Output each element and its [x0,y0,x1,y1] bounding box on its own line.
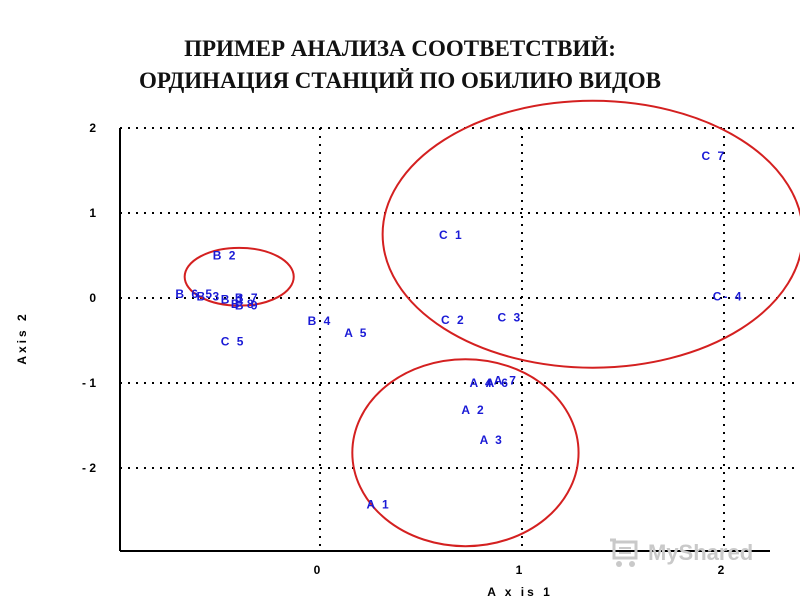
y-tick-label-3: - 1 [82,376,96,390]
y-tick-label-4: - 2 [82,461,96,475]
point-label-c-3: C 3 [498,311,523,325]
point-label-b-3: B 3 [197,289,222,303]
point-label-b-7: B 7 [235,291,260,305]
point-label-b-8: B 8 [231,297,256,311]
y-tick-label-2: 0 [89,291,96,305]
y-tick-label-1: 1 [89,206,96,220]
group-ellipse-2 [381,99,800,369]
point-label-c-2: C 2 [441,313,466,327]
watermark-logo: MyShared [608,536,768,570]
point-label-a-4: A 4 [469,376,493,390]
point-label-c-7: C 7 [702,149,727,163]
watermark-text: MyShared [648,540,754,565]
point-label-a-3: A 3 [480,433,504,447]
y-tick-label-0: 2 [89,121,96,135]
x-tick-label-2: 2 [718,563,725,577]
point-label-b-1: B 1 [221,293,246,307]
point-label-b-4: B 4 [308,314,333,328]
point-label-c-5: C 5 [221,334,246,348]
chart-title-line-1: ПРИМЕР АНАЛИЗА СООТВЕТСТВИЙ: [184,36,616,61]
point-label-a-1: A 1 [366,498,390,512]
point-label-b-2: B 2 [213,249,238,263]
x-tick-label-1: 1 [516,563,523,577]
point-label-a-2: A 2 [461,403,485,417]
x-axis-label: A x is 1 [487,585,553,599]
x-tick-label-0: 0 [314,563,321,577]
group-ellipse-1 [183,246,295,307]
point-label-a-7: A 7 [494,373,518,387]
point-label-c-1: C 1 [439,228,464,242]
point-label-b-9: B 9 [235,299,260,313]
point-label-a-5: A 5 [344,326,368,340]
point-label-a-6: A 6 [486,376,510,390]
group-ellipse-3 [351,358,580,548]
chart-title-line-2: ОРДИНАЦИЯ СТАНЦИЙ ПО ОБИЛИЮ ВИДОВ [138,68,662,93]
watermark-cart-icon [610,538,638,567]
point-label-c-4: C- 4 [713,289,744,303]
y-axis-label: Axis 2 [15,311,29,364]
point-label-b-6-5: B 6 5 [175,287,214,301]
